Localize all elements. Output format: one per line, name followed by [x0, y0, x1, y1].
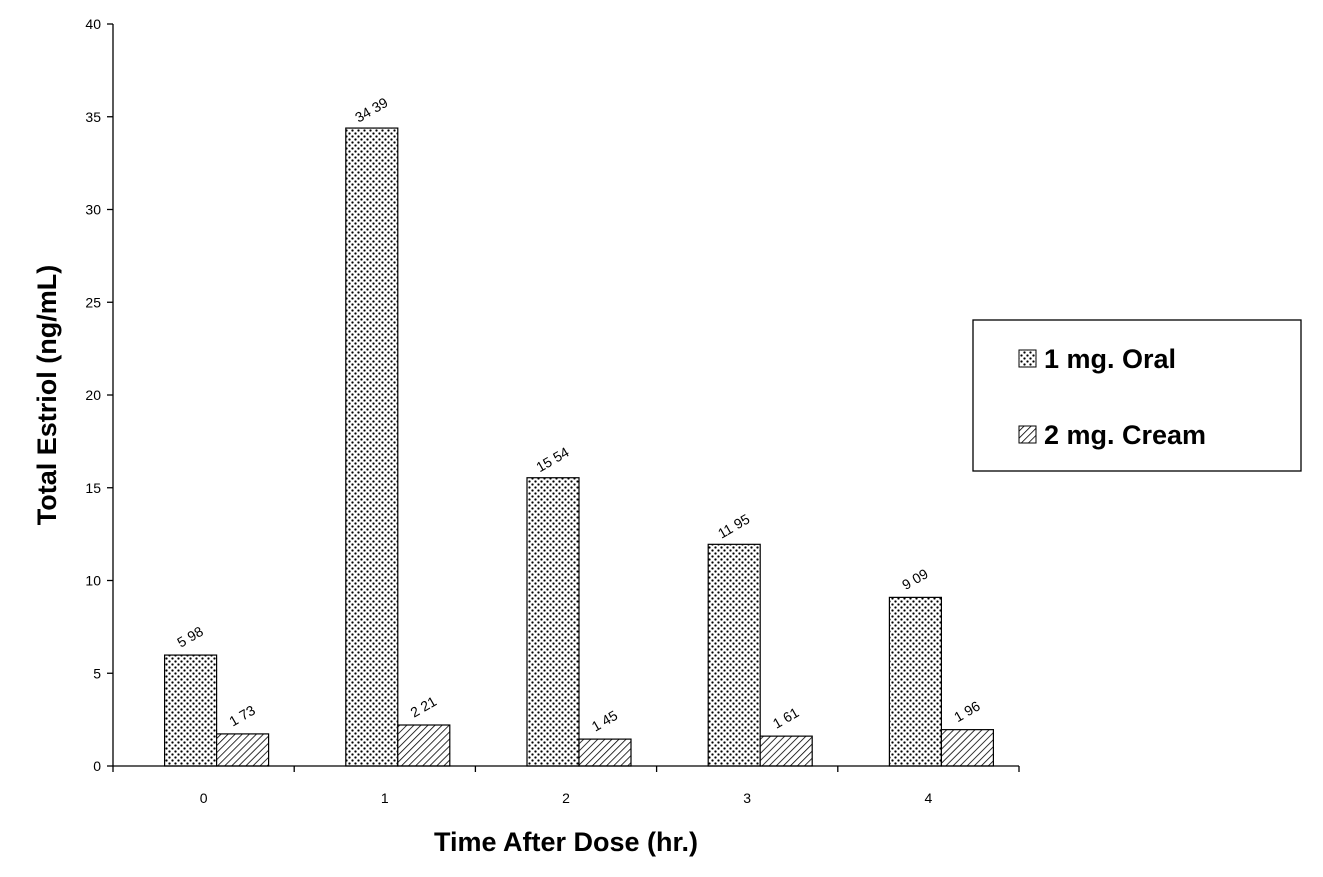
bar-oral	[707, 543, 761, 767]
data-label: 9 09	[899, 565, 931, 593]
bar-cream	[759, 735, 813, 767]
data-label: 11 95	[715, 510, 753, 541]
data-label: 2 21	[408, 693, 440, 721]
bar-oral	[164, 654, 218, 767]
data-label: 5 98	[174, 623, 206, 651]
y-tick-label: 0	[93, 758, 101, 774]
bar-oral	[888, 596, 943, 767]
bar-cream	[216, 733, 270, 767]
legend-label-cream: 2 mg. Cream	[1044, 420, 1206, 450]
bar-oral	[526, 477, 580, 767]
data-label: 1 61	[770, 704, 802, 732]
x-tick-label: 4	[925, 790, 933, 806]
y-tick-label: 15	[85, 480, 101, 496]
x-tick-label: 2	[562, 790, 570, 806]
bar-cream	[940, 729, 995, 767]
y-tick-label: 30	[85, 202, 101, 218]
plot-area: 5 98 34 39 15 54 11 95 9 09 1 73 2 21 1 45 1 61 1…	[164, 94, 995, 767]
bar-oral	[345, 127, 399, 767]
legend-box	[972, 319, 1302, 472]
x-tick-label: 1	[381, 790, 389, 806]
x-tick-label: 0	[200, 790, 208, 806]
bar-cream	[397, 724, 451, 767]
legend: 1 mg. Oral 2 mg. Cream	[972, 319, 1302, 472]
y-axis-title: Total Estriol (ng/mL)	[32, 265, 62, 525]
data-label: 34 39	[352, 94, 391, 125]
y-tick-label: 10	[85, 573, 101, 589]
data-label: 1 96	[951, 697, 983, 725]
y-tick-label: 5	[93, 665, 101, 681]
y-tick-label: 35	[85, 109, 101, 125]
bar-cream	[578, 738, 632, 767]
x-axis-title: Time After Dose (hr.)	[434, 827, 698, 857]
legend-swatch-cream	[1018, 425, 1037, 444]
y-tick-label: 20	[85, 387, 101, 403]
y-tick-label: 40	[85, 16, 101, 32]
legend-swatch-oral	[1018, 349, 1037, 368]
x-tick-label: 3	[743, 790, 751, 806]
data-label: 1 45	[589, 707, 621, 735]
data-label: 1 73	[226, 702, 258, 730]
data-label: 15 54	[533, 444, 572, 475]
legend-label-oral: 1 mg. Oral	[1044, 344, 1176, 374]
y-tick-label: 25	[85, 294, 101, 310]
